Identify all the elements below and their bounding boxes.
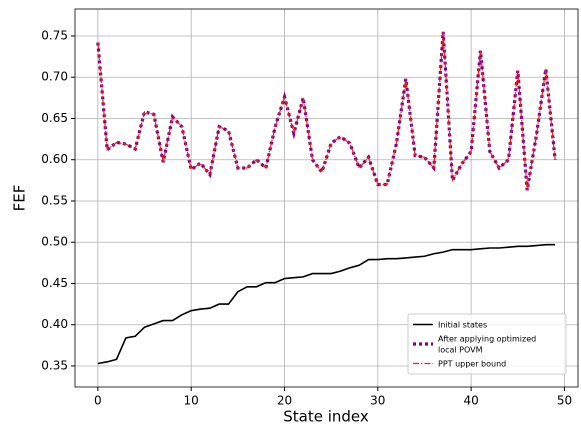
series-line (97, 243, 556, 365)
y-tick-label: 0.55 (41, 193, 68, 207)
x-tick-label: 10 (184, 394, 199, 408)
series-line (97, 31, 556, 191)
legend-label: After applying optimized local POVM (438, 334, 536, 354)
legend-box (407, 313, 567, 375)
plot-frame (74, 8, 579, 388)
y-tick-label: 0.35 (41, 358, 68, 372)
x-tick-label: 40 (464, 394, 479, 408)
y-tick-label: 0.45 (41, 276, 68, 290)
x-tick-label: 0 (94, 394, 102, 408)
x-tick-label: 20 (277, 394, 292, 408)
y-tick-label: 0.70 (41, 70, 68, 84)
x-tick-label: 50 (557, 394, 572, 408)
y-tick-label: 0.50 (41, 235, 68, 249)
legend-label: PPT upper bound (438, 359, 506, 368)
y-tick-label: 0.60 (41, 152, 68, 166)
y-axis-label: FEF (11, 185, 29, 212)
x-tick-label: 30 (370, 394, 385, 408)
y-tick-label: 0.40 (41, 317, 68, 331)
legend-label: Initial states (438, 320, 487, 329)
x-axis-label: State index (283, 408, 369, 426)
y-tick-label: 0.65 (41, 111, 68, 125)
y-tick-label: 0.75 (41, 28, 68, 42)
